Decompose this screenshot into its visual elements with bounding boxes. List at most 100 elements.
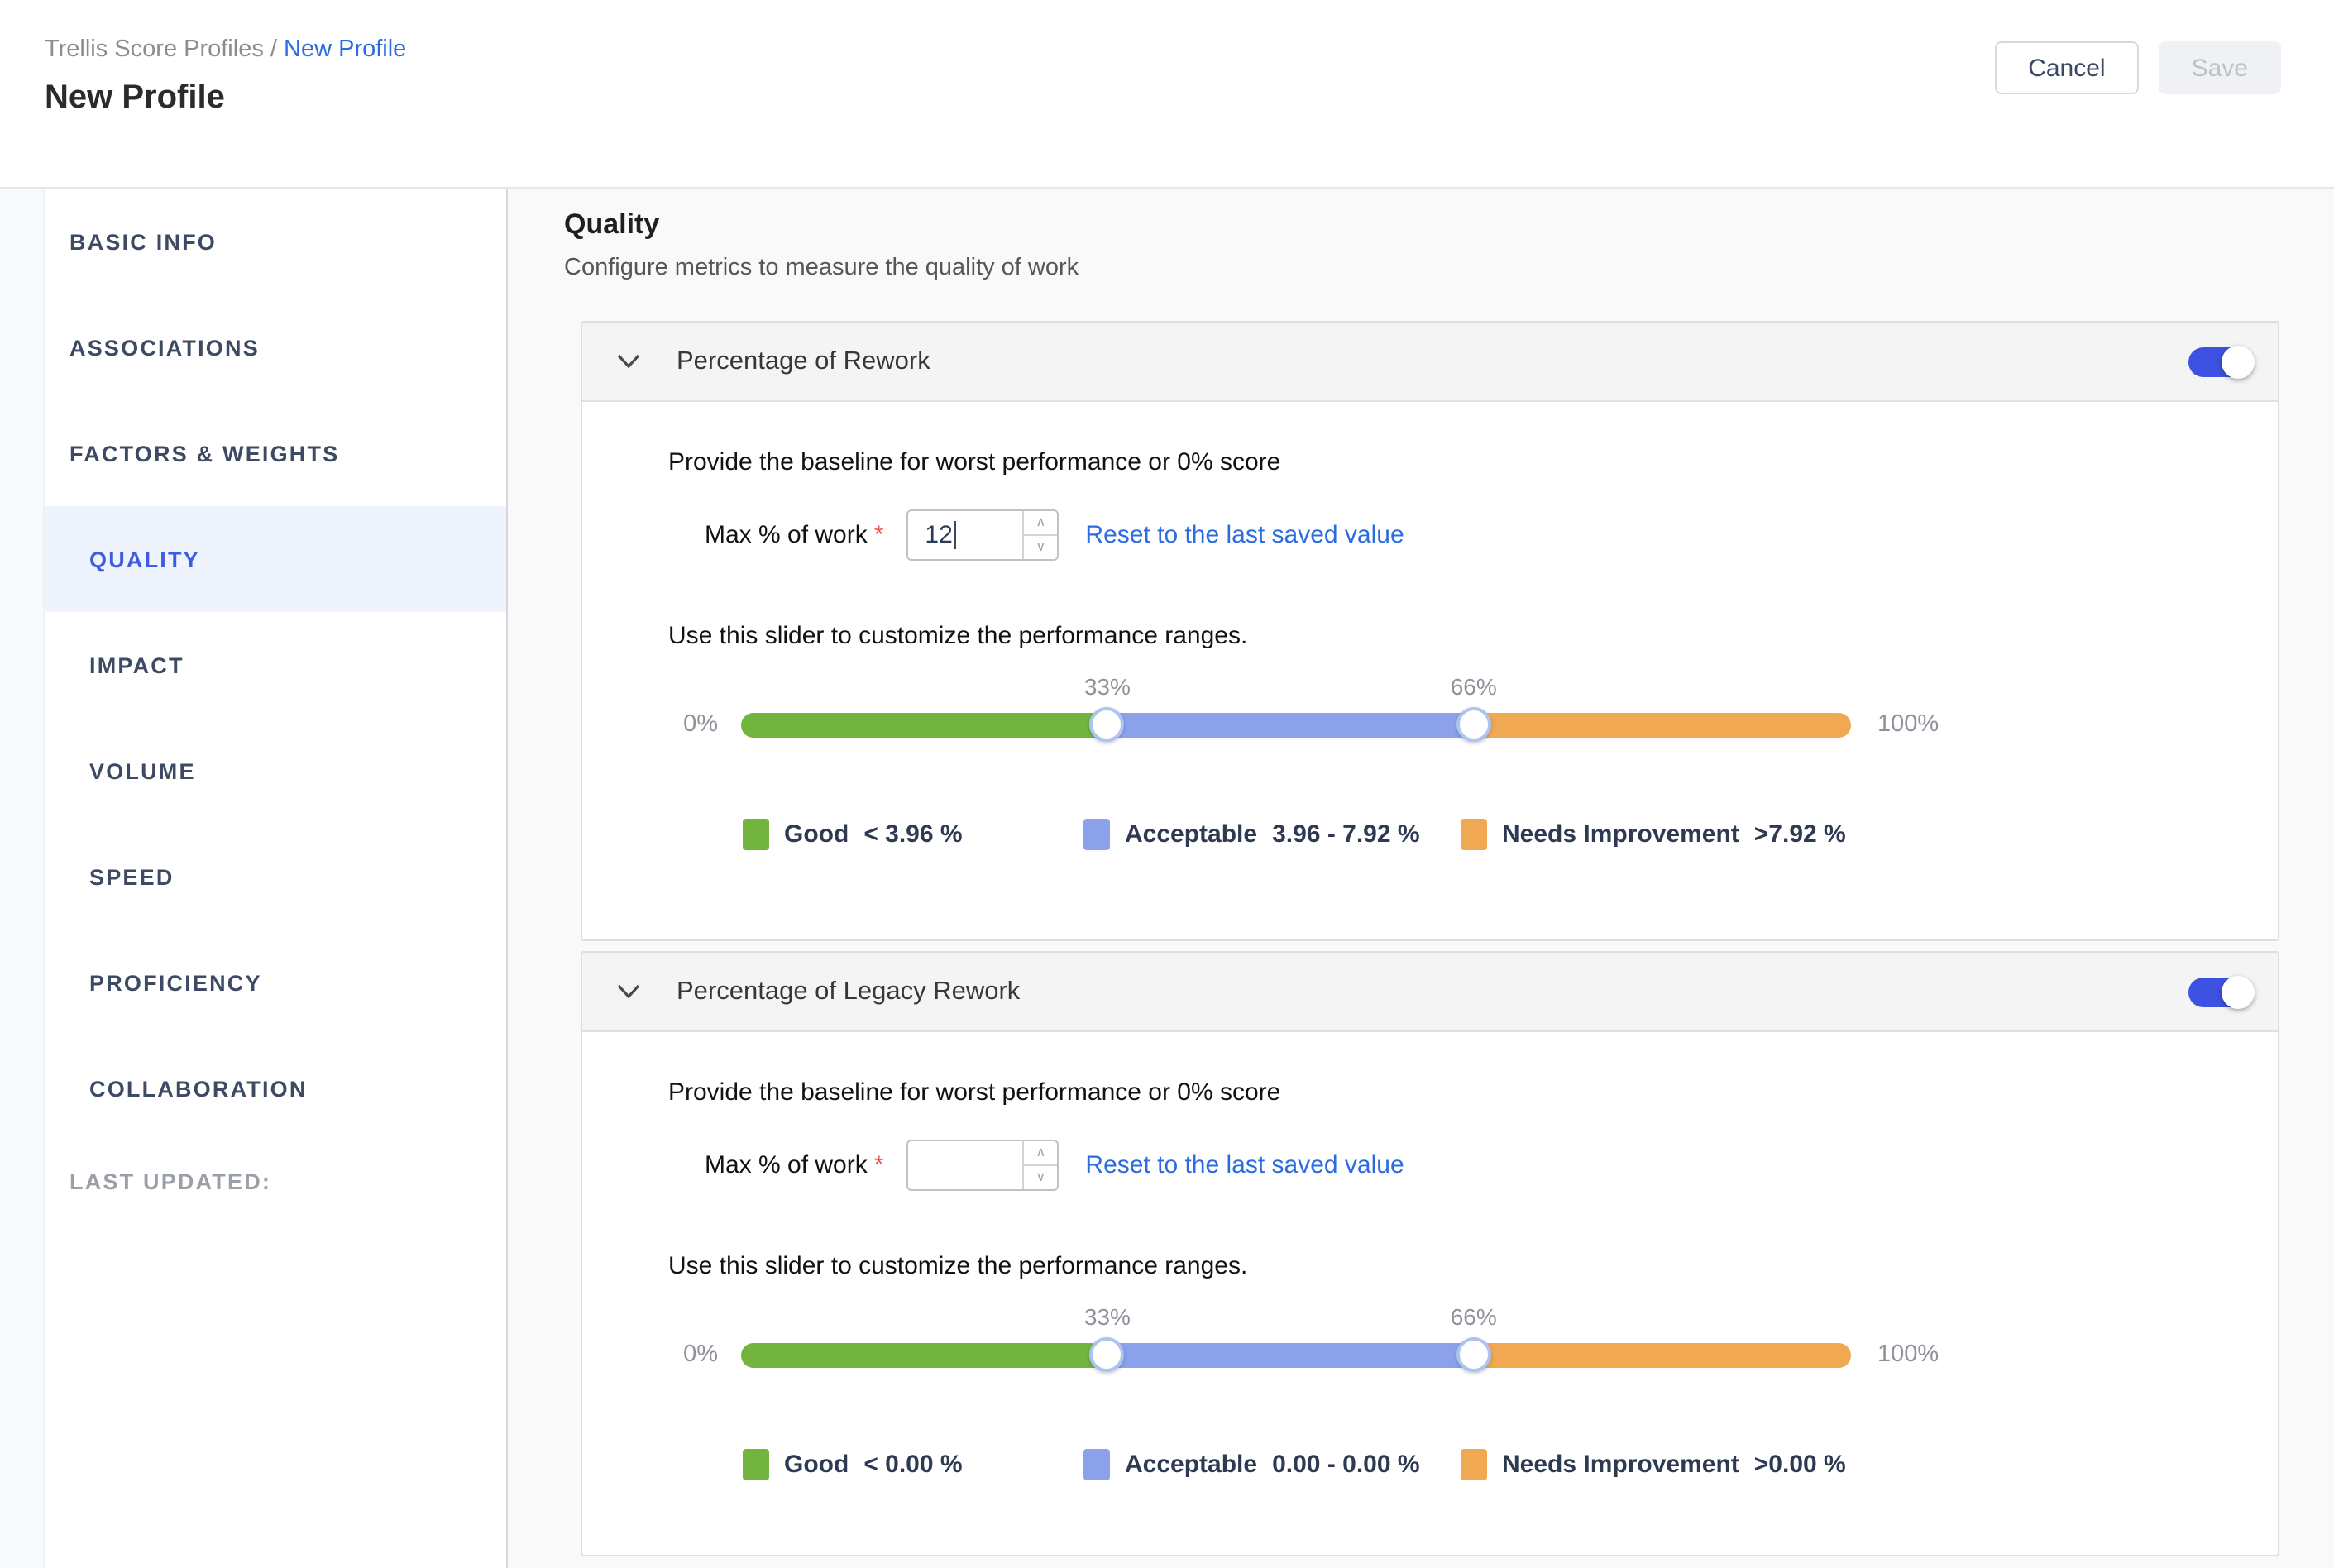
section-subtitle: Configure metrics to measure the quality… <box>564 255 1079 281</box>
legend-range: < 3.96 % <box>863 820 963 849</box>
legend-range: < 0.00 % <box>863 1451 963 1479</box>
reset-link[interactable]: Reset to the last saved value <box>1085 1151 1404 1179</box>
legend-item-acceptable: Acceptable 3.96 - 7.92 % <box>1083 819 1420 850</box>
body: BASIC INFO ASSOCIATIONS FACTORS & WEIGHT… <box>0 189 2334 1568</box>
needs-improvement-swatch-icon <box>1461 819 1487 850</box>
legend-range: >0.00 % <box>1753 1451 1846 1479</box>
number-stepper: ∧ ∨ <box>1022 511 1058 559</box>
slider-segment-acceptable <box>1107 712 1474 737</box>
legacy-rework-card-header: Percentage of Legacy Rework <box>582 953 2278 1032</box>
good-swatch-icon <box>743 819 769 850</box>
reset-link[interactable]: Reset to the last saved value <box>1085 521 1404 549</box>
sidebar-item-impact[interactable]: IMPACT <box>45 612 506 718</box>
card-title: Percentage of Rework <box>677 347 930 375</box>
baseline-text: Provide the baseline for worst performan… <box>668 1078 1281 1107</box>
slider-segment-good <box>741 712 1107 737</box>
sidebar-item-volume[interactable]: VOLUME <box>45 718 506 824</box>
sidebar: BASIC INFO ASSOCIATIONS FACTORS & WEIGHT… <box>45 189 508 1568</box>
max-percent-input[interactable]: 12 ∧ ∨ <box>906 509 1059 561</box>
legend: Good < 3.96 % Acceptable 3.96 - 7.92 % N… <box>668 819 2228 855</box>
slider-track[interactable]: 33% 66% <box>741 672 1851 742</box>
rework-toggle[interactable] <box>2188 345 2255 378</box>
input-label: Max % of work <box>705 1151 868 1179</box>
slider-segment-needs-improvement <box>1473 1342 1851 1367</box>
legend-item-good: Good < 0.00 % <box>743 1449 963 1480</box>
slider-handle-1[interactable] <box>1089 707 1125 742</box>
toggle-knob <box>2222 345 2255 378</box>
sidebar-item-proficiency[interactable]: PROFICIENCY <box>45 930 506 1035</box>
breadcrumb-root[interactable]: Trellis Score Profiles <box>45 36 264 63</box>
slider-handle-2[interactable] <box>1456 1337 1491 1372</box>
collapse-button[interactable] <box>615 978 642 1005</box>
legend-name: Acceptable <box>1125 820 1258 849</box>
legend-name: Needs Improvement <box>1502 820 1739 849</box>
header-actions: Cancel Save <box>1995 41 2281 94</box>
slider-segment-needs-improvement <box>1473 712 1851 737</box>
slider-min-label: 0% <box>683 711 718 738</box>
performance-slider: 0% 33% 66% 100% <box>668 1303 2228 1372</box>
slider-handle-2[interactable] <box>1456 707 1491 742</box>
breadcrumb-current[interactable]: New Profile <box>284 36 407 63</box>
page-title: New Profile <box>45 79 225 116</box>
legend-item-good: Good < 3.96 % <box>743 819 963 850</box>
legend-range: 3.96 - 7.92 % <box>1272 820 1420 849</box>
main-content: Quality Configure metrics to measure the… <box>508 189 2334 1568</box>
slider-handle2-label: 66% <box>1450 672 1497 699</box>
legend-item-needs-improvement: Needs Improvement >7.92 % <box>1461 819 1846 850</box>
save-button[interactable]: Save <box>2158 41 2281 94</box>
legend-range: 0.00 - 0.00 % <box>1272 1451 1420 1479</box>
legend-item-needs-improvement: Needs Improvement >0.00 % <box>1461 1449 1846 1480</box>
sidebar-item-label: ASSOCIATIONS <box>69 335 260 360</box>
sidebar-item-basic-info[interactable]: BASIC INFO <box>45 189 506 294</box>
rework-card: Percentage of Rework Provide the baselin… <box>581 321 2279 941</box>
max-percent-row: Max % of work * 12 ∧ ∨ Re <box>668 509 2228 561</box>
step-down-button[interactable]: ∨ <box>1035 1169 1046 1184</box>
step-down-button[interactable]: ∨ <box>1035 539 1046 554</box>
required-marker: * <box>873 1151 884 1179</box>
sidebar-item-quality[interactable]: QUALITY <box>45 506 506 612</box>
last-updated-label: LAST UPDATED: <box>69 1169 272 1193</box>
slider-track[interactable]: 33% 66% <box>741 1303 1851 1372</box>
good-swatch-icon <box>743 1449 769 1480</box>
breadcrumb: Trellis Score Profiles / New Profile <box>45 36 406 63</box>
cancel-button[interactable]: Cancel <box>1995 41 2139 94</box>
legend-range: >7.92 % <box>1753 820 1846 849</box>
slider-handle2-label: 66% <box>1450 1303 1497 1329</box>
slider-max-label: 100% <box>1877 1341 1939 1368</box>
slider-hint: Use this slider to customize the perform… <box>668 622 1248 650</box>
legacy-rework-toggle[interactable] <box>2188 975 2255 1008</box>
needs-improvement-swatch-icon <box>1461 1449 1487 1480</box>
sidebar-item-label: VOLUME <box>89 758 196 783</box>
max-percent-input[interactable]: ∧ ∨ <box>906 1140 1059 1191</box>
sidebar-item-collaboration[interactable]: COLLABORATION <box>45 1035 506 1141</box>
legend-name: Good <box>784 1451 849 1479</box>
sidebar-item-label: FACTORS & WEIGHTS <box>69 441 340 466</box>
acceptable-swatch-icon <box>1083 1449 1110 1480</box>
sidebar-item-label: COLLABORATION <box>89 1076 308 1101</box>
rework-card-header: Percentage of Rework <box>582 323 2278 402</box>
collapse-button[interactable] <box>615 348 642 375</box>
step-up-button[interactable]: ∧ <box>1024 1141 1058 1166</box>
sidebar-item-label: PROFICIENCY <box>89 970 262 995</box>
sidebar-item-speed[interactable]: SPEED <box>45 824 506 930</box>
slider-handle1-label: 33% <box>1083 1303 1131 1329</box>
performance-slider: 0% 33% 66% 100% <box>668 672 2228 742</box>
sidebar-item-associations[interactable]: ASSOCIATIONS <box>45 294 506 400</box>
baseline-text: Provide the baseline for worst performan… <box>668 448 1281 476</box>
sidebar-item-factors-weights[interactable]: FACTORS & WEIGHTS <box>45 400 506 506</box>
number-stepper: ∧ ∨ <box>1022 1141 1058 1189</box>
input-label: Max % of work <box>705 521 868 549</box>
slider-min-label: 0% <box>683 1341 718 1368</box>
slider-handle1-label: 33% <box>1083 672 1131 699</box>
slider-handle-1[interactable] <box>1089 1337 1125 1372</box>
sidebar-item-label: BASIC INFO <box>69 229 218 254</box>
step-up-button[interactable]: ∧ <box>1024 511 1058 536</box>
legacy-rework-card-body: Provide the baseline for worst performan… <box>582 1032 2278 1555</box>
acceptable-swatch-icon <box>1083 819 1110 850</box>
sidebar-item-label: IMPACT <box>89 653 184 677</box>
slider-max-label: 100% <box>1877 711 1939 738</box>
rework-card-body: Provide the baseline for worst performan… <box>582 402 2278 939</box>
legend-item-acceptable: Acceptable 0.00 - 0.00 % <box>1083 1449 1420 1480</box>
sidebar-item-label: SPEED <box>89 864 175 889</box>
